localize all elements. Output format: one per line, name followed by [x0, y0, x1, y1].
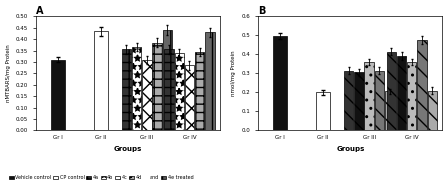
Y-axis label: nmol/mg Protein: nmol/mg Protein	[231, 51, 236, 96]
Bar	[375, 71, 384, 131]
X-axis label: Groups: Groups	[114, 146, 142, 152]
Bar	[185, 65, 194, 131]
Bar	[205, 32, 215, 131]
Bar	[163, 30, 172, 131]
Bar	[387, 52, 396, 131]
Bar	[195, 52, 204, 131]
Bar	[417, 40, 426, 131]
Bar	[94, 31, 108, 131]
Bar	[164, 49, 174, 131]
Bar	[385, 91, 394, 131]
Y-axis label: nMTBARS/mg Protein: nMTBARS/mg Protein	[5, 45, 11, 102]
Bar	[152, 43, 162, 131]
Legend: Vehicle control, CP control, 4a, 4b, 4c, 4d, and, 4e treated: Vehicle control, CP control, 4a, 4b, 4c,…	[7, 173, 195, 181]
Bar	[364, 62, 374, 131]
Bar	[142, 60, 151, 131]
Bar	[316, 92, 330, 131]
Bar	[397, 56, 406, 131]
Bar	[344, 71, 353, 131]
Bar	[427, 90, 437, 131]
Bar	[132, 47, 141, 131]
Bar	[273, 36, 288, 131]
Bar	[407, 62, 417, 131]
Text: A: A	[36, 6, 43, 16]
Bar	[51, 60, 65, 131]
Text: B: B	[258, 6, 266, 16]
Bar	[122, 49, 131, 131]
Bar	[175, 53, 184, 131]
X-axis label: Groups: Groups	[336, 146, 365, 152]
Bar	[354, 72, 364, 131]
